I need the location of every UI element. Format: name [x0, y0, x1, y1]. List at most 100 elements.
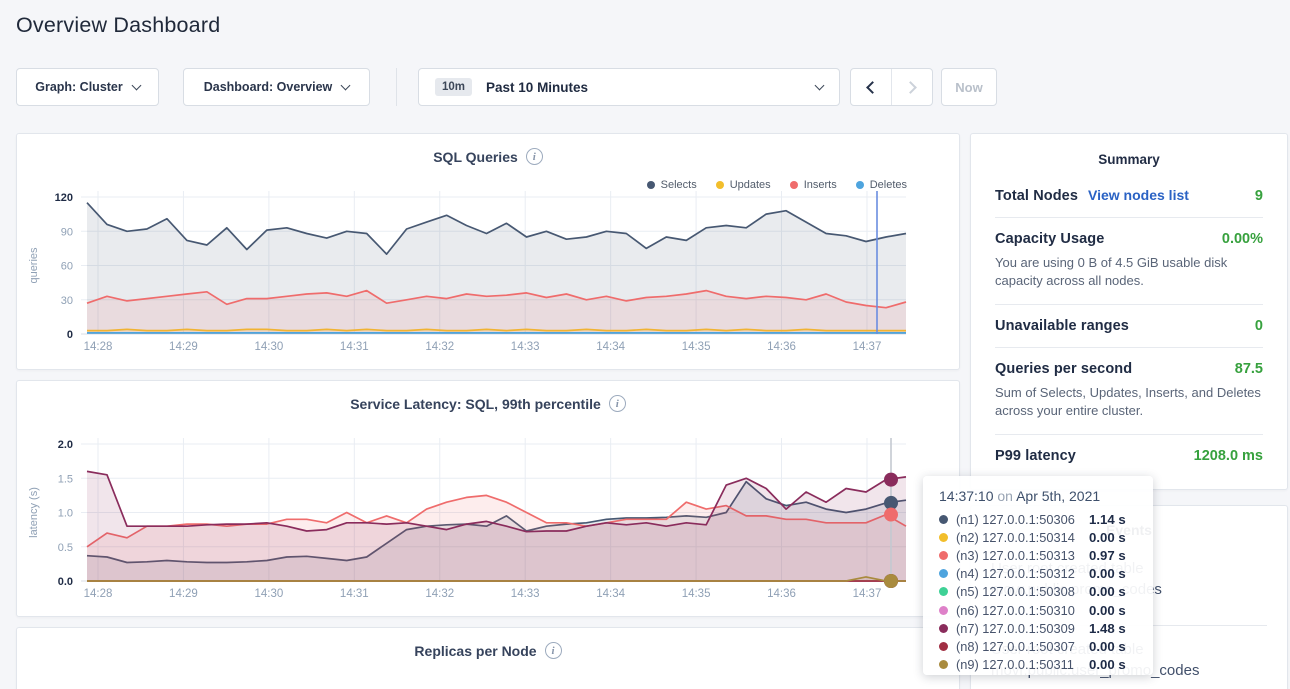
qps-label: Queries per second — [995, 360, 1133, 377]
svg-text:30: 30 — [61, 295, 73, 307]
replicas-per-node-panel: Replicas per Node i — [16, 627, 960, 689]
tooltip-node-value: 0.00 s — [1089, 584, 1126, 600]
tooltip-node-address: (n5) 127.0.0.1:50308 — [956, 584, 1075, 600]
service-latency-title-row: Service Latency: SQL, 99th percentile i — [17, 395, 959, 412]
node-color-dot-icon — [939, 587, 948, 597]
tooltip-node-value: 0.97 s — [1089, 547, 1126, 563]
node-color-dot-icon — [939, 550, 948, 560]
tooltip-row: (n1) 127.0.0.1:50306 1.14 s — [939, 510, 1139, 528]
tooltip-timestamp: 14:37:10 on Apr 5th, 2021 — [939, 488, 1139, 504]
unavailable-ranges-value: 0 — [1254, 317, 1263, 334]
time-next-button-disabled[interactable] — [891, 69, 932, 105]
tooltip-node-address: (n2) 127.0.0.1:50314 — [956, 529, 1075, 545]
svg-text:14:35: 14:35 — [682, 341, 711, 353]
node-color-dot-icon — [939, 660, 948, 670]
svg-text:14:34: 14:34 — [596, 588, 625, 600]
node-color-dot-icon — [939, 514, 948, 524]
tooltip-on: on — [997, 488, 1013, 504]
graph-scope-dropdown-label: Graph: Cluster — [35, 80, 123, 94]
svg-text:60: 60 — [61, 261, 73, 273]
tooltip-date: Apr 5th, 2021 — [1016, 488, 1101, 504]
unavailable-ranges-label: Unavailable ranges — [995, 317, 1129, 334]
divider — [995, 303, 1263, 305]
capacity-usage-value: 0.00% — [1221, 231, 1263, 247]
svg-text:14:35: 14:35 — [682, 588, 711, 600]
svg-text:90: 90 — [61, 226, 73, 238]
p99-latency-label: P99 latency — [995, 447, 1076, 464]
node-color-dot-icon — [939, 569, 948, 579]
graph-scope-dropdown[interactable]: Graph: Cluster — [16, 68, 159, 106]
legend-label: Inserts — [803, 179, 837, 191]
chevron-down-icon — [340, 80, 351, 90]
now-button-disabled[interactable]: Now — [941, 68, 997, 106]
legend-dot-icon — [855, 181, 864, 189]
summary-row-unavailable: Unavailable ranges 0 — [995, 318, 1263, 334]
chevron-right-icon — [904, 80, 917, 94]
now-button-label: Now — [955, 79, 983, 95]
service-latency-panel: Service Latency: SQL, 99th percentile i … — [16, 380, 960, 617]
time-range-dropdown[interactable]: 10m Past 10 Minutes — [418, 68, 840, 106]
time-range-badge: 10m — [435, 78, 473, 96]
view-nodes-list-link[interactable]: View nodes list — [1088, 187, 1189, 203]
chevron-down-icon — [814, 80, 825, 90]
svg-text:14:30: 14:30 — [254, 588, 283, 600]
service-latency-chart[interactable]: 14:28 14:29 14:30 14:31 14:32 14:33 14:34 14:35… — [17, 436, 961, 611]
svg-text:14:30: 14:30 — [254, 341, 283, 353]
summary-card: Summary Total Nodes View nodes list 9 Ca… — [970, 133, 1288, 490]
replicas-title: Replicas per Node — [414, 642, 537, 659]
tooltip-node-address: (n1) 127.0.0.1:50306 — [956, 511, 1075, 527]
capacity-usage-label: Capacity Usage — [995, 231, 1105, 247]
node-color-dot-icon — [939, 641, 948, 651]
svg-text:14:37: 14:37 — [853, 588, 882, 600]
summary-row-total-nodes: Total Nodes View nodes list 9 — [995, 187, 1263, 204]
svg-text:14:37: 14:37 — [853, 341, 882, 353]
svg-text:14:33: 14:33 — [511, 341, 540, 353]
tooltip-row: (n8) 127.0.0.1:50307 0.00 s — [939, 637, 1139, 655]
tooltip-row: (n7) 127.0.0.1:50309 1.48 s — [939, 619, 1139, 637]
summary-row-capacity: Capacity Usage 0.00% — [995, 231, 1263, 247]
legend-dot-icon — [715, 181, 724, 189]
divider — [995, 346, 1263, 348]
dashboard-dropdown-label: Dashboard: Overview — [203, 80, 333, 94]
legend-label: Deletes — [869, 179, 907, 191]
time-nav-group — [850, 68, 933, 106]
svg-text:14:31: 14:31 — [340, 588, 369, 600]
chevron-left-icon — [866, 80, 879, 94]
page-title: Overview Dashboard — [16, 13, 221, 37]
svg-text:14:33: 14:33 — [511, 588, 540, 600]
tooltip-row: (n3) 127.0.0.1:50313 0.97 s — [939, 546, 1139, 564]
sql-queries-title-row: SQL Queries i — [17, 148, 959, 165]
info-icon[interactable]: i — [608, 395, 626, 412]
info-icon[interactable]: i — [544, 642, 562, 659]
tooltip-node-value: 0.00 s — [1089, 602, 1126, 618]
sql-queries-legend: Selects Updates Inserts Deletes — [646, 179, 907, 191]
legend-dot-icon — [789, 181, 798, 189]
sql-queries-chart[interactable]: 14:28 14:29 14:30 14:31 14:32 14:33 14:34 14:35… — [17, 189, 961, 364]
dashboard-dropdown[interactable]: Dashboard: Overview — [183, 68, 370, 106]
legend-label: Selects — [660, 179, 697, 191]
tooltip-row: (n6) 127.0.0.1:50310 0.00 s — [939, 601, 1139, 619]
qps-desc: Sum of Selects, Updates, Inserts, and De… — [995, 384, 1261, 419]
time-prev-button[interactable] — [851, 69, 891, 105]
replicas-title-row: Replicas per Node i — [17, 642, 959, 659]
tooltip-row: (n2) 127.0.0.1:50314 0.00 s — [939, 528, 1139, 546]
sql-queries-title: SQL Queries — [433, 148, 518, 165]
tooltip-node-address: (n7) 127.0.0.1:50309 — [956, 620, 1075, 636]
svg-text:14:32: 14:32 — [425, 341, 454, 353]
legend-item-selects: Selects — [646, 179, 697, 191]
summary-row-qps: Queries per second 87.5 — [995, 361, 1263, 377]
svg-text:14:34: 14:34 — [596, 341, 625, 353]
legend-item-deletes: Deletes — [855, 179, 907, 191]
divider — [995, 433, 1263, 435]
tooltip-node-address: (n4) 127.0.0.1:50312 — [956, 566, 1075, 582]
total-nodes-value: 9 — [1254, 188, 1263, 204]
info-icon[interactable]: i — [525, 148, 543, 165]
p99-latency-value: 1208.0 ms — [1193, 447, 1263, 464]
tooltip-node-address: (n6) 127.0.0.1:50310 — [956, 602, 1075, 618]
tooltip-node-value: 0.00 s — [1089, 566, 1126, 582]
tooltip-row: (n4) 127.0.0.1:50312 0.00 s — [939, 565, 1139, 583]
tooltip-node-value: 0.00 s — [1089, 529, 1126, 545]
svg-text:2.0: 2.0 — [58, 439, 73, 451]
summary-title: Summary — [1098, 152, 1160, 167]
